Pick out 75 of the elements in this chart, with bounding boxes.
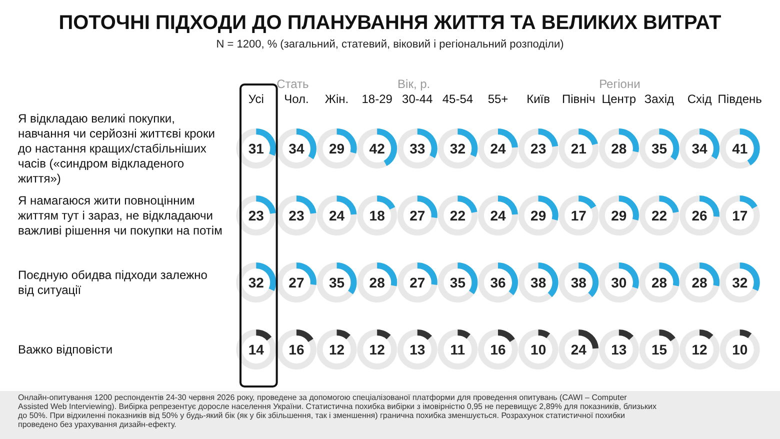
data-label: 10 (732, 342, 748, 358)
y-tick-label: Я відкладаю великі покупки, навчання чи серйозні життєві кроки до настання кращих/стабільніших часів («синдром відкладеного життя») (18, 111, 216, 186)
data-label: 17 (570, 208, 587, 224)
data-label: 29 (328, 140, 345, 156)
text: Онлайн-опитування 1200 респондентів 24-30 червня 2026 року, проведене за допомогою спеціалізованої платформи для проведення опитувань (CAWI – Computer Assisted Web Interviewing). Вибірка репрезентує доросле населення України. Статистична похибка вибірки з імовірністю 0,95 не перевищує 2,89% для показників, близьких до 50%. При відхиленні показників від 50% у будь-який бік (як у бік збільшення, так і зменшення) гранична похибка зменшується. Розрахунок статистичної похибки проведено без урахування дизайн-ефекту. (18, 393, 658, 429)
data-label: 42 (369, 140, 386, 156)
x-tick-label: 45-54 (442, 92, 474, 106)
x-tick-label: Схід (687, 92, 712, 106)
data-label: 34 (288, 140, 304, 156)
x-tick-label: Захід (644, 92, 674, 106)
x-tick-label: Чол. (284, 92, 309, 106)
annotation: Стать (276, 77, 309, 91)
data-label: 24 (490, 208, 506, 224)
data-label: 13 (611, 342, 627, 358)
x-tick-label: Київ (526, 92, 550, 106)
data-label: 27 (410, 274, 426, 290)
data-label: 10 (530, 342, 546, 358)
data-label: 35 (450, 274, 466, 290)
data-label: 24 (570, 342, 587, 358)
data-label: 29 (611, 208, 627, 224)
data-label: 12 (692, 342, 708, 358)
data-label: 22 (651, 208, 668, 224)
data-label: 23 (248, 208, 264, 224)
x-tick-label: 55+ (488, 92, 508, 106)
x-tick-label: 30-44 (402, 92, 434, 106)
data-label: 21 (570, 140, 587, 156)
data-label: 34 (692, 140, 708, 156)
data-label: 32 (248, 274, 264, 290)
data-label: 32 (732, 274, 748, 290)
data-label: 36 (490, 274, 506, 290)
data-label: 35 (328, 274, 345, 290)
data-label: 17 (732, 208, 748, 224)
annotation: Регіони (599, 77, 640, 91)
data-label: 28 (611, 140, 627, 156)
data-label: 33 (410, 140, 426, 156)
data-label: 27 (288, 274, 304, 290)
data-label: 28 (651, 274, 668, 290)
y-tick-label: Поєдную обидва підходи залежно від ситуації (18, 268, 208, 298)
x-tick-label: Південь (718, 92, 762, 106)
x-tick-label: 18-29 (362, 92, 393, 106)
data-label: 29 (530, 208, 546, 224)
data-label: 15 (651, 342, 668, 358)
data-label: 26 (692, 208, 708, 224)
data-label: 16 (288, 342, 304, 358)
data-label: 31 (248, 140, 264, 156)
data-label: 23 (530, 140, 546, 156)
data-label: 32 (450, 140, 466, 156)
data-label: 23 (288, 208, 304, 224)
chart-title: ПОТОЧНІ ПІДХОДИ ДО ПЛАНУВАННЯ ЖИТТЯ ТА ВЕЛИКИХ ВИТРАТ (58, 12, 722, 34)
data-label: 14 (248, 342, 264, 358)
data-label: 30 (611, 274, 627, 290)
data-label: 18 (369, 208, 386, 224)
x-tick-label: Жін. (324, 92, 349, 106)
data-label: 38 (570, 274, 587, 290)
data-label: 13 (410, 342, 426, 358)
data-label: 38 (530, 274, 546, 290)
y-tick-label: Я намагаюся жити повноцінним життям тут і зараз, не відкладаючи важливі рішення чи покупки на потім (18, 193, 224, 238)
data-label: 12 (328, 342, 345, 358)
data-label: 22 (450, 208, 466, 224)
y-tick-label: Важко відповісти (18, 342, 114, 357)
x-tick-label: Північ (562, 92, 596, 106)
data-label: 16 (490, 342, 506, 358)
data-label: 24 (328, 208, 345, 224)
x-tick-label: Центр (602, 92, 636, 106)
chart-subtitle: N = 1200, % (загальний, статевий, віковий і регіональний розподіли) (216, 38, 564, 50)
data-label: 28 (369, 274, 386, 290)
data-label: 11 (450, 342, 466, 358)
data-label: 35 (651, 140, 668, 156)
data-label: 12 (369, 342, 386, 358)
data-label: 24 (490, 140, 506, 156)
x-tick-label: Усі (248, 92, 264, 106)
data-label: 41 (732, 140, 748, 156)
data-label: 28 (692, 274, 708, 290)
annotation: Вік, р. (398, 77, 430, 91)
data-label: 27 (410, 208, 426, 224)
